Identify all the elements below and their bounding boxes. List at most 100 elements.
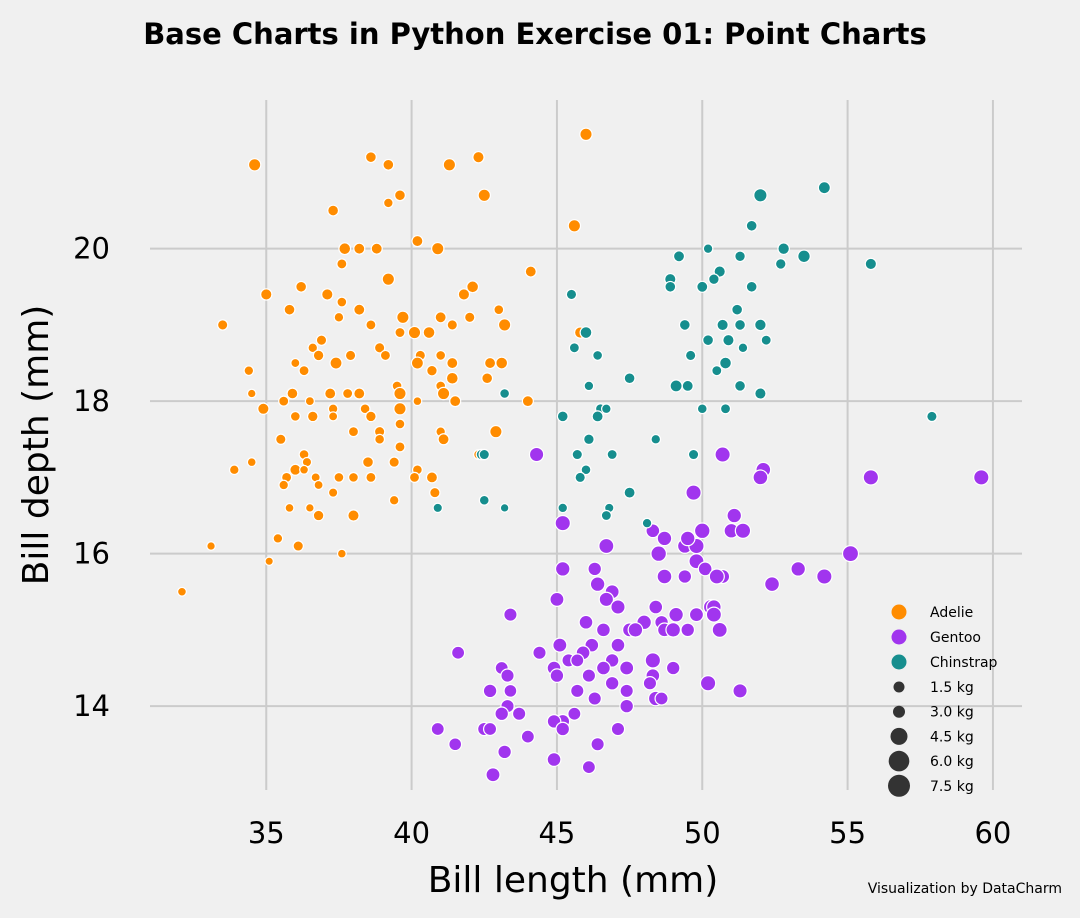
data-point-adelie: [324, 387, 337, 400]
data-point-chinstrap: [623, 486, 636, 499]
data-point-chinstrap: [478, 494, 490, 506]
data-point-gentoo: [680, 622, 696, 638]
legend-marker-adelie: [891, 604, 907, 620]
data-point-chinstrap: [687, 448, 700, 461]
data-point-adelie: [305, 503, 315, 513]
data-point-adelie: [429, 486, 441, 499]
data-point-gentoo: [685, 484, 702, 501]
legend-label-chinstrap: Chinstrap: [930, 655, 998, 671]
legend-label-adelie: Adelie: [930, 605, 973, 621]
data-point-gentoo: [654, 691, 669, 706]
data-point-chinstrap: [583, 433, 595, 446]
data-point-gentoo: [619, 660, 635, 676]
data-point-adelie: [176, 586, 187, 597]
data-point-gentoo: [587, 561, 603, 577]
data-point-chinstrap: [722, 333, 735, 347]
data-point-gentoo: [697, 561, 713, 577]
data-point-chinstrap: [568, 342, 580, 354]
data-point-adelie: [407, 325, 422, 340]
data-point-adelie: [425, 471, 439, 484]
data-point-adelie: [437, 433, 450, 446]
data-point-gentoo: [726, 507, 743, 524]
data-point-gentoo: [679, 530, 696, 547]
data-point-gentoo: [430, 721, 445, 737]
data-point-gentoo: [595, 660, 611, 676]
data-point-adelie: [260, 288, 273, 301]
x-axis-label: Bill length (mm): [428, 860, 719, 901]
data-point-adelie: [278, 479, 290, 491]
data-point-gentoo: [656, 530, 673, 547]
data-point-adelie: [370, 242, 383, 255]
data-point-gentoo: [590, 737, 605, 752]
data-point-chinstrap: [592, 349, 604, 361]
data-point-chinstrap: [678, 318, 691, 331]
data-point-adelie: [353, 303, 366, 316]
series-adelie: [176, 127, 593, 597]
data-point-chinstrap: [737, 342, 749, 354]
data-point-adelie: [365, 410, 377, 423]
legend-size-marker: [888, 750, 910, 772]
y-tick-label: 18: [73, 384, 110, 418]
data-point-gentoo: [451, 645, 466, 660]
data-point-adelie: [373, 342, 386, 354]
data-point-chinstrap: [681, 379, 694, 393]
data-point-chinstrap: [753, 188, 768, 203]
series-chinstrap: [432, 181, 938, 529]
data-point-adelie: [321, 288, 334, 301]
legend-size-label: 7.5 kg: [930, 779, 974, 795]
data-point-adelie: [264, 556, 274, 566]
data-point-adelie: [422, 326, 436, 340]
data-point-adelie: [388, 494, 400, 506]
data-point-adelie: [283, 303, 296, 316]
data-point-adelie: [431, 241, 445, 256]
data-point-chinstrap: [499, 503, 510, 513]
legend-size-marker: [893, 705, 905, 718]
data-point-gentoo: [549, 668, 565, 683]
data-point-gentoo: [497, 744, 512, 760]
data-point-adelie: [278, 395, 290, 407]
data-point-adelie: [457, 288, 471, 301]
data-point-adelie: [284, 502, 295, 513]
data-point-adelie: [497, 318, 512, 332]
x-tick-label: 40: [393, 816, 430, 850]
data-point-adelie: [411, 234, 424, 248]
data-point-adelie: [295, 280, 308, 293]
data-point-gentoo: [644, 652, 662, 669]
data-point-gentoo: [705, 606, 722, 623]
data-point-adelie: [347, 471, 359, 483]
series-gentoo: [430, 446, 990, 783]
data-point-gentoo: [555, 721, 571, 737]
data-point-adelie: [353, 242, 366, 255]
data-point-gentoo: [485, 767, 501, 783]
data-point-adelie: [228, 464, 240, 476]
data-point-gentoo: [973, 469, 990, 486]
data-point-chinstrap: [702, 334, 715, 347]
data-point-adelie: [347, 509, 360, 522]
chart-title: Base Charts in Python Exercise 01: Point…: [143, 17, 927, 51]
data-point-adelie: [365, 471, 377, 484]
data-point-gentoo: [862, 469, 880, 486]
data-point-chinstrap: [754, 318, 767, 332]
data-point-adelie: [364, 151, 377, 164]
data-point-gentoo: [567, 706, 582, 721]
data-point-adelie: [344, 349, 357, 362]
data-point-gentoo: [688, 607, 705, 623]
data-point-chinstrap: [557, 502, 569, 514]
data-point-chinstrap: [432, 502, 443, 514]
data-point-chinstrap: [760, 334, 772, 346]
data-point-adelie: [329, 356, 343, 370]
data-point-chinstrap: [702, 243, 714, 255]
data-point-gentoo: [627, 622, 644, 638]
data-point-adelie: [327, 487, 339, 498]
data-point-gentoo: [598, 591, 615, 608]
x-tick-labels: 35 40 45 50 55 60: [248, 816, 1012, 850]
x-tick-label: 60: [974, 816, 1011, 850]
y-axis-label: Bill depth (mm): [16, 305, 57, 586]
data-point-chinstrap: [478, 448, 490, 461]
data-point-adelie: [306, 410, 319, 423]
legend-size-label: 4.5 kg: [930, 729, 974, 745]
data-point-gentoo: [552, 637, 568, 653]
data-point-chinstrap: [600, 509, 612, 522]
data-point-chinstrap: [669, 379, 683, 393]
